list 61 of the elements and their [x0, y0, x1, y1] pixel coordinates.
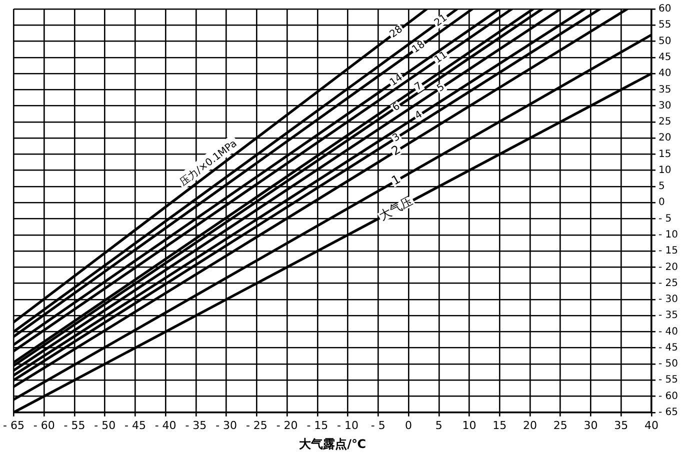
- text: 大气压: [376, 194, 416, 223]
- y-tick-label: - 15: [658, 246, 678, 257]
- x-tick-label: 0: [405, 418, 412, 432]
- y-tick-label: 50: [658, 36, 672, 47]
- y-tick-label: - 5: [658, 213, 672, 224]
- x-tick-label: - 45: [124, 418, 146, 432]
- text: 3: [390, 132, 402, 144]
- y-tick-label: 15: [658, 148, 672, 160]
- x-tick-label: - 15: [306, 418, 328, 432]
- x-tick-label: - 60: [33, 418, 55, 432]
- text: 28: [388, 24, 405, 40]
- text: 18: [410, 39, 428, 56]
- text: 11: [432, 50, 450, 66]
- x-tick-label: - 10: [337, 418, 359, 432]
- x-tick-label: - 5: [370, 418, 386, 432]
- x-tick-label: - 35: [185, 418, 207, 432]
- y-tick-label: 60: [658, 4, 672, 15]
- y-tick-label: 20: [658, 132, 672, 144]
- y-tick-label: - 55: [658, 374, 678, 386]
- text: 7: [413, 80, 424, 94]
- y-tick-label: 40: [658, 68, 672, 80]
- y-tick-label: - 10: [658, 230, 678, 240]
- x-tick-label: - 65: [2, 418, 24, 432]
- y-tick-label: 25: [658, 116, 672, 128]
- y-tick-label: 45: [658, 52, 672, 63]
- y-tick-label: 35: [658, 84, 672, 96]
- y-tick-label: 30: [658, 100, 672, 112]
- x-tick-label: - 20: [276, 418, 298, 432]
- y-tick-label: - 65: [658, 406, 678, 418]
- x-axis-title: 大气露点/℃: [299, 436, 366, 451]
- x-tick-label: - 25: [246, 418, 268, 432]
- text: 2: [389, 142, 403, 158]
- y-tick-label: - 25: [658, 278, 678, 289]
- y-tick-label: - 20: [658, 262, 678, 273]
- y-tick-label: 5: [658, 181, 665, 192]
- x-tick-label: 5: [435, 418, 442, 432]
- x-tick-label: 25: [553, 418, 568, 432]
- text: 21: [432, 12, 450, 29]
- y-tick-label: - 30: [658, 294, 678, 306]
- y-tick-label: 55: [658, 20, 672, 31]
- text: 5: [435, 82, 447, 94]
- y-tick-label: - 60: [658, 390, 678, 402]
- x-tick-label: - 40: [154, 418, 176, 432]
- x-tick-label: 20: [523, 418, 538, 432]
- x-tick-label: 35: [614, 418, 628, 432]
- x-tick-label: - 55: [64, 418, 86, 432]
- x-tick-label: - 30: [216, 418, 238, 432]
- x-tick-label: 30: [584, 418, 598, 432]
- text: 4: [413, 109, 424, 122]
- text: 6: [390, 101, 402, 114]
- x-tick-label: - 50: [94, 418, 116, 432]
- y-tick-label: 0: [658, 197, 665, 208]
- y-tick-label: - 35: [658, 310, 678, 322]
- y-tick-label: - 40: [658, 326, 678, 338]
- x-tick-label: 15: [492, 418, 507, 432]
- y-tick-label: - 50: [658, 358, 678, 370]
- y-tick-label: - 45: [658, 342, 678, 354]
- y-tick-label: 10: [658, 164, 672, 176]
- text: 14: [388, 72, 405, 89]
- x-tick-label: 10: [462, 418, 476, 432]
- text: 1: [389, 172, 403, 188]
